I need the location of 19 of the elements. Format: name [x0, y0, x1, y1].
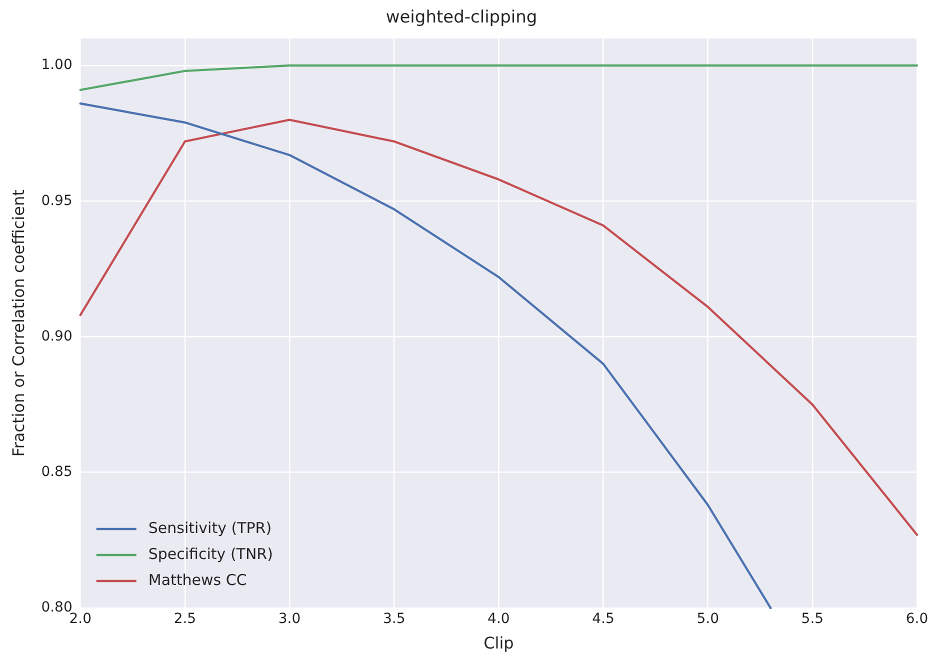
x-tick-label: 4.5 — [592, 611, 614, 628]
x-tick-label: 3.0 — [278, 611, 301, 628]
legend-label: Specificity (TNR) — [148, 544, 273, 563]
y-tick-label: 0.95 — [41, 192, 72, 209]
y-tick-label: 0.85 — [41, 464, 72, 480]
y-tick-label: 0.90 — [41, 328, 72, 344]
legend-label: Sensitivity (TPR) — [148, 518, 272, 537]
y-tick-label: 1.00 — [41, 57, 72, 74]
x-tick-label: 5.5 — [801, 611, 824, 628]
x-tick-label: 3.5 — [382, 611, 406, 628]
legend-label: Matthews CC — [148, 570, 247, 589]
x-tick-label: 2.5 — [174, 611, 196, 628]
x-tick-label: 2.0 — [69, 611, 92, 628]
x-tick-label: 5.0 — [696, 611, 719, 628]
chart-title: weighted-clipping — [386, 8, 538, 28]
x-tick-label: 4.0 — [488, 611, 510, 628]
x-tick-label: 6.0 — [906, 611, 928, 628]
y-axis-title: Fraction or Correlation coefficient — [8, 190, 28, 457]
x-axis-title: Clip — [484, 634, 514, 653]
